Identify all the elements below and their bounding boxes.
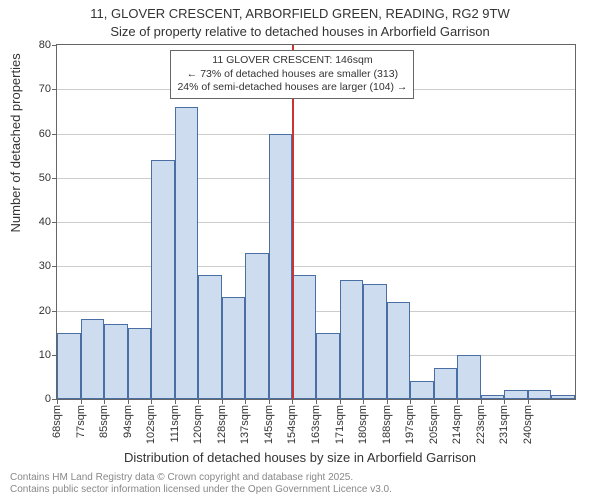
histogram-bar xyxy=(457,355,481,399)
y-tick xyxy=(52,266,57,267)
footer-line-2: Contains public sector information licen… xyxy=(10,484,392,496)
y-tick xyxy=(52,45,57,46)
x-tick xyxy=(222,399,223,404)
callout-line-1: 11 GLOVER CRESCENT: 146sqm xyxy=(177,54,407,68)
x-tick-label: 120sqm xyxy=(192,405,204,444)
plot-area: 0102030405060708068sqm77sqm85sqm94sqm102… xyxy=(56,44,576,400)
y-tick xyxy=(52,89,57,90)
x-tick-label: 102sqm xyxy=(145,405,157,444)
histogram-bar xyxy=(481,395,505,399)
x-tick xyxy=(151,399,152,404)
x-tick xyxy=(457,399,458,404)
x-tick-label: 154sqm xyxy=(286,405,298,444)
x-tick xyxy=(269,399,270,404)
histogram-bar xyxy=(363,284,387,399)
y-tick-label: 80 xyxy=(39,39,51,51)
grid-line xyxy=(57,222,575,223)
x-tick xyxy=(340,399,341,404)
grid-line xyxy=(57,178,575,179)
x-tick xyxy=(57,399,58,404)
x-tick xyxy=(175,399,176,404)
y-tick-label: 40 xyxy=(39,216,51,228)
y-axis-label: Number of detached properties xyxy=(8,53,23,232)
histogram-bar xyxy=(175,107,199,399)
histogram-bar xyxy=(57,333,81,399)
grid-line xyxy=(57,134,575,135)
x-tick xyxy=(292,399,293,404)
x-tick-label: 163sqm xyxy=(310,405,322,444)
callout-line-2: ← 73% of detached houses are smaller (31… xyxy=(177,68,407,82)
x-tick xyxy=(410,399,411,404)
x-tick-label: 231sqm xyxy=(498,405,510,444)
y-tick-label: 30 xyxy=(39,260,51,272)
histogram-bar xyxy=(504,390,528,399)
title-line-1: 11, GLOVER CRESCENT, ARBORFIELD GREEN, R… xyxy=(0,6,600,21)
y-tick-label: 70 xyxy=(39,83,51,95)
x-tick-label: 205sqm xyxy=(428,405,440,444)
histogram-bar xyxy=(551,395,575,399)
x-tick xyxy=(245,399,246,404)
chart-container: 11, GLOVER CRESCENT, ARBORFIELD GREEN, R… xyxy=(0,0,600,500)
x-tick-label: 94sqm xyxy=(122,405,134,438)
histogram-bar xyxy=(81,319,105,399)
x-tick-label: 223sqm xyxy=(475,405,487,444)
grid-line xyxy=(57,311,575,312)
y-tick-label: 60 xyxy=(39,128,51,140)
histogram-bar xyxy=(410,381,434,399)
x-tick-label: 128sqm xyxy=(216,405,228,444)
x-tick xyxy=(387,399,388,404)
x-tick xyxy=(81,399,82,404)
histogram-bar xyxy=(104,324,128,399)
y-tick-label: 20 xyxy=(39,305,51,317)
histogram-bar xyxy=(245,253,269,399)
footer-attribution: Contains HM Land Registry data © Crown c… xyxy=(10,472,392,496)
histogram-bar xyxy=(340,280,364,399)
histogram-bar xyxy=(316,333,340,399)
x-tick-label: 137sqm xyxy=(239,405,251,444)
y-tick xyxy=(52,311,57,312)
x-tick-label: 214sqm xyxy=(451,405,463,444)
x-tick-label: 77sqm xyxy=(75,405,87,438)
histogram-bar xyxy=(528,390,552,399)
x-axis-label: Distribution of detached houses by size … xyxy=(0,450,600,465)
x-tick-label: 197sqm xyxy=(404,405,416,444)
x-tick xyxy=(104,399,105,404)
callout-line-3: 24% of semi-detached houses are larger (… xyxy=(177,81,407,95)
x-tick-label: 171sqm xyxy=(334,405,346,444)
histogram-bar xyxy=(151,160,175,399)
x-tick-label: 180sqm xyxy=(357,405,369,444)
histogram-bar xyxy=(198,275,222,399)
histogram-bar xyxy=(292,275,316,399)
y-tick-label: 50 xyxy=(39,172,51,184)
x-tick xyxy=(528,399,529,404)
histogram-bar xyxy=(387,302,411,399)
y-tick xyxy=(52,222,57,223)
histogram-bar xyxy=(128,328,152,399)
x-tick-label: 68sqm xyxy=(51,405,63,438)
x-tick xyxy=(434,399,435,404)
y-tick-label: 10 xyxy=(39,349,51,361)
histogram-bar xyxy=(434,368,458,399)
footer-line-1: Contains HM Land Registry data © Crown c… xyxy=(10,472,392,484)
x-tick xyxy=(481,399,482,404)
title-line-2: Size of property relative to detached ho… xyxy=(0,24,600,39)
y-tick xyxy=(52,178,57,179)
x-tick xyxy=(128,399,129,404)
x-tick xyxy=(504,399,505,404)
histogram-bar xyxy=(269,134,293,400)
x-tick xyxy=(316,399,317,404)
y-tick xyxy=(52,134,57,135)
x-tick-label: 111sqm xyxy=(169,405,181,443)
x-tick xyxy=(198,399,199,404)
x-tick xyxy=(363,399,364,404)
x-tick-label: 240sqm xyxy=(522,405,534,444)
grid-line xyxy=(57,266,575,267)
callout-box: 11 GLOVER CRESCENT: 146sqm← 73% of detac… xyxy=(170,50,414,99)
x-tick-label: 85sqm xyxy=(98,405,110,438)
y-tick-label: 0 xyxy=(45,393,51,405)
x-tick-label: 188sqm xyxy=(381,405,393,444)
histogram-bar xyxy=(222,297,246,399)
x-tick-label: 145sqm xyxy=(263,405,275,444)
